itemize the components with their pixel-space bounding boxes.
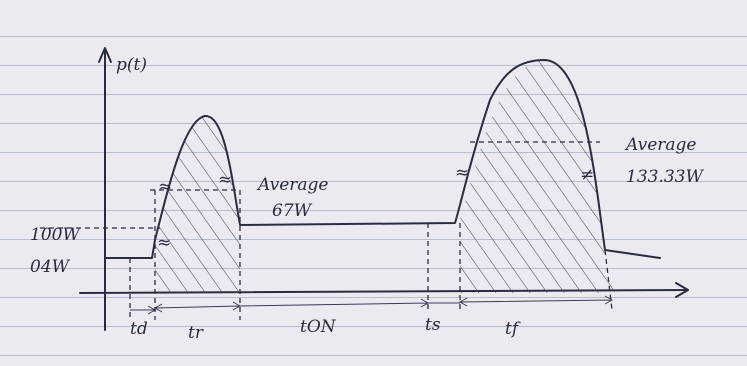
axis-label: p(t) [116, 55, 147, 75]
interval-label: tON [300, 317, 337, 337]
hatch-pulse-1 [155, 116, 240, 293]
paper-photo: ≈ ≈ ≈ ≈ ≠ p(t) 100W 04W Average 67W Aver… [0, 0, 747, 366]
arrow-ton [240, 299, 428, 307]
approx-mark: ≈ [158, 177, 172, 197]
arrow-tr [155, 302, 240, 312]
approx-mark: ≈ [455, 163, 469, 183]
annotation-value: 67W [272, 201, 313, 221]
interval-label: tr [188, 323, 204, 343]
approx-mark: ≠ [580, 165, 594, 185]
interval-label: td [130, 319, 148, 339]
level-label: 04W [30, 257, 71, 277]
arrow-tf [460, 296, 612, 306]
annotation-title: Average [624, 135, 696, 155]
interval-label: ts [425, 315, 441, 335]
arrow-td [130, 306, 155, 314]
approx-mark: ≈ [218, 170, 232, 190]
annotation-value: 133.33W [626, 167, 704, 187]
level-label: 100W [30, 225, 81, 245]
interval-label: tf [505, 319, 521, 339]
annotation-title: Average [256, 175, 328, 195]
sketch: ≈ ≈ ≈ ≈ ≠ p(t) 100W 04W Average 67W Aver… [0, 0, 747, 366]
approx-mark: ≈ [157, 233, 171, 253]
